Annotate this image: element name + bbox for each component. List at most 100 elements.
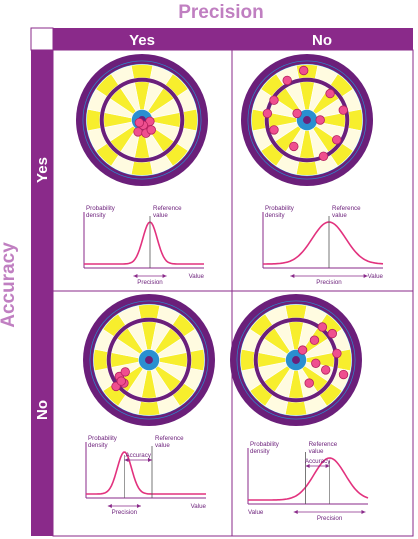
chart-reference-label-line: value	[309, 448, 324, 455]
dart-hit	[120, 367, 130, 377]
dartboard-segment	[285, 82, 306, 112]
dartboard-segment	[183, 108, 198, 132]
accuracy-label: Accuracy	[125, 452, 151, 459]
row-header-bar	[31, 50, 53, 536]
bullseye	[292, 356, 300, 364]
dartboard-segment	[240, 348, 255, 372]
chart-reference-label: Reference value	[309, 441, 338, 455]
dartboard-segment	[348, 108, 363, 132]
chart-reference-label-line: Reference	[153, 205, 182, 212]
dart-hit	[297, 345, 308, 355]
dart-hit	[269, 125, 279, 135]
dart-hit	[269, 95, 279, 105]
chart-reference-label-line: value	[332, 212, 347, 219]
panel-yes-yes: Probability density Reference value Precisio…	[76, 54, 208, 286]
dart-hit	[299, 65, 309, 76]
probability-curve	[84, 221, 204, 265]
chart-reference-label: Reference value	[332, 205, 361, 219]
row-header-yes: Yes	[34, 157, 51, 183]
chart-reference-label: Reference value	[153, 205, 182, 219]
dartboard-segment	[127, 322, 148, 352]
chart-reference-label-line: value	[155, 442, 170, 449]
dartboard-middle-ring	[106, 317, 192, 403]
precision-label: Precision	[317, 515, 343, 522]
corner-cell	[30, 27, 54, 51]
dartboard-segment	[93, 348, 108, 372]
probability-curve	[248, 457, 369, 501]
chart-y-label-line: density	[86, 212, 107, 219]
bullseye	[145, 356, 153, 364]
dart-hit	[332, 348, 342, 359]
dart-hit	[321, 365, 331, 375]
chart-y-label: Probability density	[88, 435, 118, 449]
chart-x-label: Value	[248, 509, 264, 516]
dart-hit	[146, 125, 156, 135]
precision-label: Precision	[316, 279, 342, 286]
precision-arrow-head	[136, 504, 141, 508]
column-header-no: No	[312, 32, 332, 49]
dart-hit	[289, 141, 299, 152]
dart-hit	[338, 369, 349, 380]
chart-reference-label-line: value	[153, 212, 168, 219]
dart-hit	[327, 328, 337, 339]
panel-yes-no: Probability density Reference value Precisio…	[83, 294, 215, 516]
precision-title: Precision	[178, 2, 264, 23]
precision-arrow-head	[107, 504, 112, 508]
dartboard-segment	[130, 161, 154, 176]
chart-x-label: Value	[189, 273, 205, 280]
dartboard-middle-ring	[253, 317, 339, 403]
chart-y-label: Probability density	[265, 205, 295, 219]
precision-arrow-head	[363, 274, 368, 278]
dart-hit	[116, 376, 126, 386]
dart-hit	[134, 117, 145, 128]
column-header-bar	[53, 28, 413, 50]
chart-y-label-line: Probability	[250, 441, 280, 448]
chart-x-label: Value	[191, 503, 207, 510]
chart-reference-label: Reference value	[155, 435, 184, 449]
dart-hit	[317, 322, 328, 332]
dartboard-outer-ring	[248, 61, 366, 179]
grid-frame	[52, 49, 414, 537]
chart-y-label: Probability density	[86, 205, 116, 219]
dart-hit	[315, 115, 325, 125]
dart-hit	[292, 108, 302, 119]
precision-arrow-head	[162, 274, 167, 278]
chart-y-label-line: Probability	[88, 435, 118, 442]
precision-arrow-head	[290, 274, 295, 278]
dartboard-middle-ring	[264, 77, 350, 163]
dartboard-outer-ring	[90, 301, 208, 419]
precision-arrow-head	[293, 510, 298, 514]
dartboard-segment	[130, 64, 154, 79]
dartboard-segment	[295, 161, 319, 176]
precision-arrow-head	[361, 510, 366, 514]
dartboard-outer-ring	[83, 61, 201, 179]
accuracy-arrow-head	[148, 458, 152, 462]
accuracy-title: Accuracy	[0, 242, 19, 328]
chart-reference-label-line: Reference	[332, 205, 361, 212]
chart-y-label-line: density	[88, 442, 109, 449]
panel-no-no: Probability density Reference value Precisio…	[230, 294, 369, 522]
chart-reference-label-line: Reference	[309, 441, 338, 448]
dart-hit	[309, 335, 320, 345]
dart-hit	[325, 88, 335, 99]
column-header-yes: Yes	[129, 32, 155, 49]
dartboard-segment	[284, 304, 308, 319]
dart-hit	[282, 75, 292, 86]
chart-y-label-line: Probability	[265, 205, 295, 212]
dartboard-segment	[190, 348, 205, 372]
accuracy-arrow-head	[305, 464, 310, 468]
bullseye	[303, 116, 311, 124]
dartboard-middle-ring	[99, 77, 185, 163]
precision-label: Precision	[137, 279, 163, 286]
dart-hit	[311, 358, 321, 368]
chart-y-label-line: density	[265, 212, 286, 219]
dart-hit	[304, 378, 314, 388]
dartboard-segment	[284, 401, 308, 416]
dart-hit	[338, 105, 348, 115]
dartboard-segment	[86, 108, 101, 132]
dartboard-segment	[137, 304, 161, 319]
probability-curve	[263, 221, 384, 265]
probability-curve	[86, 451, 206, 495]
